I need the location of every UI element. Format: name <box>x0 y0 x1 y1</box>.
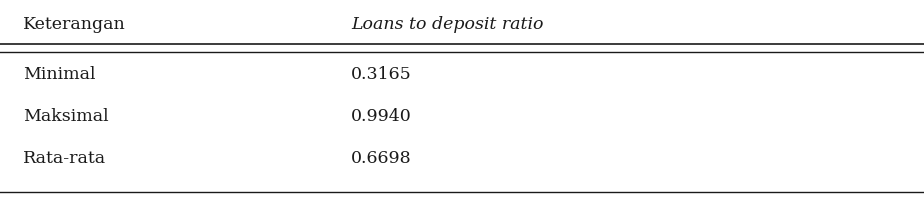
Text: 0.3165: 0.3165 <box>351 66 412 82</box>
Text: Maksimal: Maksimal <box>23 108 109 124</box>
Text: 0.6698: 0.6698 <box>351 150 412 166</box>
Text: Minimal: Minimal <box>23 66 95 82</box>
Text: Keterangan: Keterangan <box>23 16 126 32</box>
Text: Rata-rata: Rata-rata <box>23 150 106 166</box>
Text: Loans to deposit ratio: Loans to deposit ratio <box>351 16 543 32</box>
Text: 0.9940: 0.9940 <box>351 108 412 124</box>
